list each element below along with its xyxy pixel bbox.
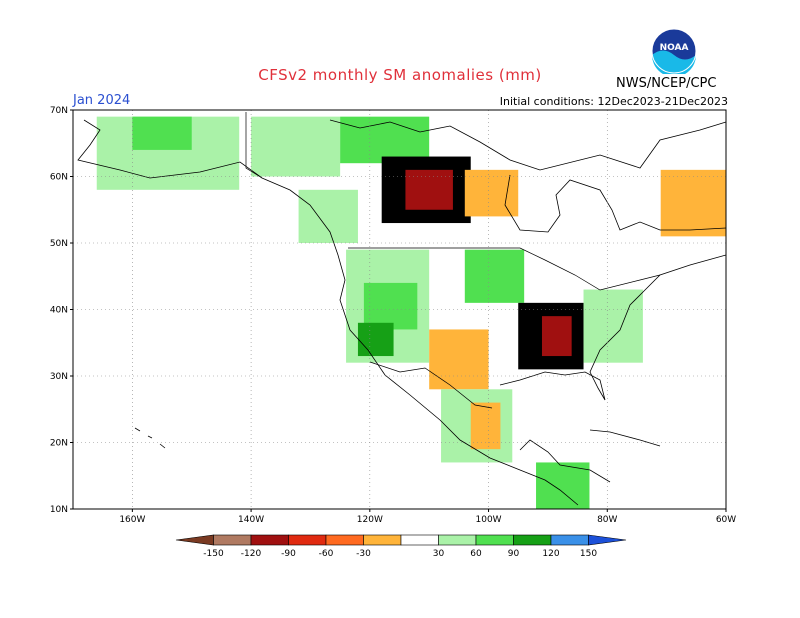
lat-label: 20N xyxy=(50,439,68,449)
noaa-logo: NOAA xyxy=(651,28,697,77)
border-us-mexico xyxy=(369,361,493,409)
coastline-cuba xyxy=(589,429,661,447)
lat-label: 50N xyxy=(50,239,68,249)
colorbar-label: -120 xyxy=(241,549,262,559)
colorbar-swatch xyxy=(325,534,364,546)
anomaly-region-bc-coast xyxy=(298,189,358,243)
colorbar-label: 90 xyxy=(508,549,520,559)
colorbar-swatch xyxy=(400,534,439,546)
longitude-labels: 160W 140W 120W 100W 80W 60W xyxy=(119,509,736,525)
colorbar-swatch xyxy=(475,534,514,546)
anomaly-cells xyxy=(96,116,726,509)
anomaly-region-canada-dry-edge xyxy=(464,169,519,217)
lat-label: 10N xyxy=(50,505,68,515)
colorbar-label: -60 xyxy=(319,549,334,559)
colorbar-swatch xyxy=(588,534,627,546)
anomaly-region-mexico-dry xyxy=(470,402,501,450)
colorbar-label: 60 xyxy=(470,549,482,559)
anomaly-region-nw-territories xyxy=(340,116,430,164)
coastline-arctic xyxy=(329,119,727,171)
forecast-month: Jan 2024 xyxy=(73,93,131,108)
logo-wordmark: NOAA xyxy=(660,43,689,53)
colorbar-label: -30 xyxy=(356,549,371,559)
border-alaska xyxy=(245,112,263,179)
lat-label: 70N xyxy=(50,106,68,116)
colorbar-label: -90 xyxy=(281,549,296,559)
colorbar-swatch xyxy=(550,534,589,546)
lat-label: 40N xyxy=(50,306,68,316)
anomaly-region-yukon xyxy=(251,116,341,177)
latitude-labels: 70N 60N 50N 40N 30N 20N 10N xyxy=(50,106,73,515)
colorbar-swatch xyxy=(288,534,327,546)
colorbar: -150 -120 -90 -60 -30 30 60 90 120 150 xyxy=(175,534,627,559)
anomaly-region-quebec-dry xyxy=(660,169,726,237)
colorbar-label: 120 xyxy=(542,549,559,559)
coastline-yucatan xyxy=(519,439,611,483)
chart-title: CFSv2 monthly SM anomalies (mm) xyxy=(258,66,542,84)
anomaly-region-central-america xyxy=(536,462,590,509)
islands-hawaii xyxy=(134,427,166,449)
lon-label: 160W xyxy=(119,515,145,525)
anomaly-region-southeast-core xyxy=(541,316,572,357)
colorbar-swatch xyxy=(175,534,214,546)
coastline-hudson xyxy=(504,174,727,233)
anomaly-region-alaska-interior-wet xyxy=(132,116,192,150)
graticule xyxy=(73,110,726,509)
colorbar-label: 150 xyxy=(580,549,597,559)
anomaly-region-california-wet xyxy=(357,322,394,357)
colorbar-swatch xyxy=(250,534,289,546)
coastline-north-america xyxy=(77,119,579,506)
colorbar-swatch xyxy=(363,534,402,546)
coastlines xyxy=(77,119,727,506)
anomaly-region-northwest-wet xyxy=(363,282,418,330)
colorbar-swatch xyxy=(213,534,252,546)
lat-label: 30N xyxy=(50,372,68,382)
lon-label: 80W xyxy=(597,515,617,525)
anomaly-region-plains-dry xyxy=(429,329,489,390)
lon-label: 120W xyxy=(357,515,383,525)
lon-label: 140W xyxy=(238,515,264,525)
lon-label: 100W xyxy=(476,515,502,525)
colorbar-swatch xyxy=(513,534,552,546)
agency-label: NWS/NCEP/CPC xyxy=(616,76,717,91)
lon-label: 60W xyxy=(716,515,736,525)
lat-label: 60N xyxy=(50,173,68,183)
colorbar-label: 30 xyxy=(433,549,445,559)
coastline-gulf xyxy=(499,254,727,401)
anomaly-region-canada-dry-inner xyxy=(405,169,453,210)
initial-conditions: Initial conditions: 12Dec2023-21Dec2023 xyxy=(499,95,728,108)
colorbar-label: -150 xyxy=(203,549,224,559)
border-us-canada xyxy=(348,247,661,291)
political-borders xyxy=(245,112,661,409)
anomaly-region-midwest-wet xyxy=(464,249,525,303)
colorbar-swatch xyxy=(438,534,477,546)
